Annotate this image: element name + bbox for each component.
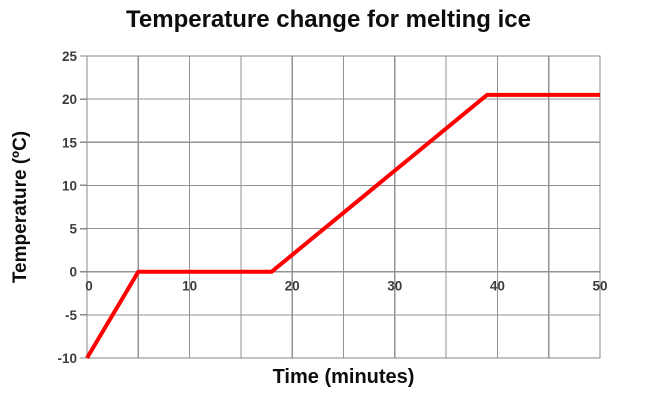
y-tick-label: -5 xyxy=(65,308,77,323)
x-tick-label: 0 xyxy=(85,279,93,294)
plot-frame xyxy=(86,55,601,359)
chart-title: Temperature change for melting ice xyxy=(126,6,531,33)
y-tick-label: -10 xyxy=(57,351,77,366)
x-tick-label: 10 xyxy=(182,279,197,294)
y-tick-label: 20 xyxy=(62,92,77,107)
temperature-line xyxy=(85,92,600,360)
y-tick-label: 15 xyxy=(62,135,78,150)
y-tick-label: 10 xyxy=(62,178,77,193)
x-tick-label: 30 xyxy=(387,279,402,294)
x-axis-title: Time (minutes) xyxy=(272,366,415,388)
y-tick-label: 0 xyxy=(69,265,77,280)
x-tick-label: 50 xyxy=(592,279,607,294)
x-tick-label: 40 xyxy=(490,279,505,294)
x-tick-label: 20 xyxy=(285,279,300,294)
y-tick-label: 5 xyxy=(69,222,77,237)
y-tick-label: 25 xyxy=(62,49,78,64)
